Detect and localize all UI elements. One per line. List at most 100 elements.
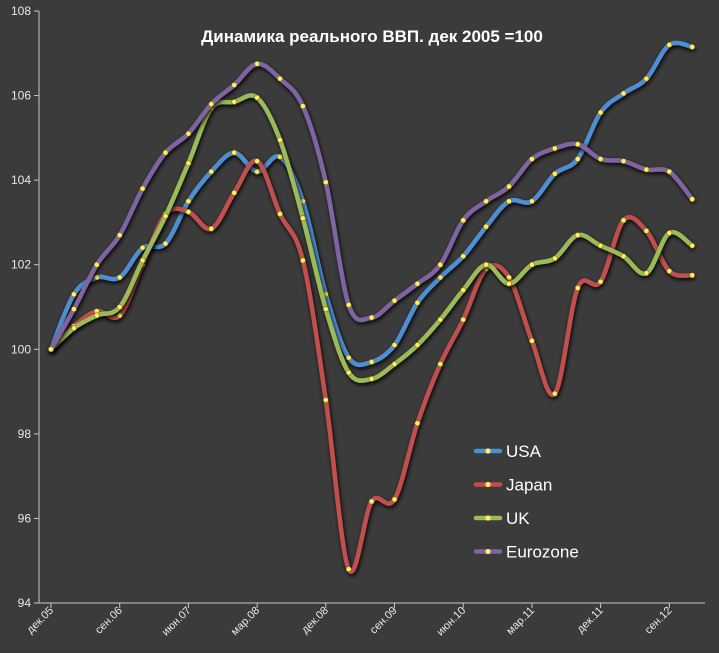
- data-point-usa: [93, 274, 100, 281]
- data-point-uk: [574, 232, 581, 239]
- data-point-eurozone: [414, 280, 421, 287]
- series-line-eurozone: [48, 61, 695, 352]
- data-point-eurozone: [139, 185, 146, 192]
- data-point-eurozone: [93, 261, 100, 268]
- data-point-usa: [231, 149, 238, 156]
- data-point-japan: [689, 272, 696, 279]
- data-point-eurozone: [620, 158, 627, 165]
- legend-label-uk: UK: [506, 509, 530, 528]
- data-point-japan: [529, 337, 535, 344]
- data-point-uk: [414, 342, 421, 348]
- data-point-usa: [689, 44, 696, 50]
- legend-label-eurozone: Eurozone: [506, 543, 579, 562]
- chart-title: Динамика реального ВВП. дек 2005 =100: [201, 27, 543, 46]
- y-tick-label: 96: [18, 511, 32, 525]
- data-point-usa: [368, 359, 375, 365]
- data-point-japan: [414, 420, 421, 427]
- data-point-uk: [437, 316, 444, 323]
- data-point-eurozone: [574, 141, 581, 148]
- data-point-eurozone: [368, 314, 375, 321]
- data-point-uk: [277, 137, 283, 143]
- data-point-eurozone: [437, 261, 444, 268]
- data-point-uk: [666, 230, 673, 236]
- data-point-uk: [506, 280, 512, 287]
- data-point-eurozone: [391, 297, 398, 304]
- data-point-eurozone: [529, 156, 535, 162]
- data-point-usa: [597, 109, 604, 116]
- data-point-usa: [185, 198, 192, 205]
- series-eurozone: [48, 60, 696, 353]
- data-point-usa: [116, 274, 123, 281]
- data-point-eurozone: [666, 168, 673, 175]
- data-point-japan: [345, 566, 352, 573]
- series-layer: [48, 40, 696, 574]
- data-point-eurozone: [254, 60, 260, 67]
- legend-marker-uk: [485, 515, 491, 521]
- data-point-usa: [162, 240, 169, 247]
- data-point-usa: [208, 168, 215, 175]
- data-point-eurozone: [208, 101, 215, 107]
- data-point-eurozone: [551, 145, 558, 152]
- y-tick-label: 98: [18, 427, 32, 441]
- data-point-uk: [529, 261, 535, 268]
- x-tick-label: сен.09: [368, 605, 400, 637]
- data-point-eurozone: [322, 179, 329, 186]
- data-point-usa: [506, 198, 512, 205]
- data-point-usa: [643, 75, 650, 82]
- y-tick-label: 104: [11, 173, 31, 187]
- data-point-eurozone: [116, 232, 123, 239]
- data-point-usa: [437, 274, 444, 281]
- data-point-japan: [460, 316, 467, 323]
- data-point-eurozone: [643, 166, 650, 173]
- series-uk: [48, 93, 696, 383]
- data-point-eurozone: [597, 156, 604, 162]
- legend-item-uk: UK: [473, 509, 530, 528]
- data-point-japan: [277, 211, 283, 217]
- data-point-uk: [643, 270, 650, 277]
- data-point-usa: [666, 41, 673, 48]
- y-tick-label: 108: [11, 4, 31, 18]
- data-point-eurozone: [689, 196, 696, 203]
- data-point-uk: [93, 312, 100, 319]
- data-point-usa: [71, 291, 77, 298]
- data-point-japan: [299, 257, 306, 264]
- data-point-eurozone: [345, 301, 352, 308]
- series-japan: [48, 158, 696, 574]
- legend-label-usa: USA: [506, 442, 542, 461]
- data-point-uk: [185, 160, 192, 167]
- data-point-uk: [368, 375, 375, 382]
- data-point-eurozone: [460, 217, 467, 224]
- data-point-usa: [414, 299, 421, 306]
- data-point-japan: [322, 397, 329, 403]
- data-point-uk: [162, 213, 169, 219]
- data-point-uk: [254, 94, 260, 101]
- x-tick-label: мар.08: [229, 605, 262, 638]
- data-point-uk: [620, 253, 627, 260]
- legend-marker-usa: [485, 448, 491, 454]
- data-point-eurozone: [506, 183, 512, 190]
- data-point-uk: [597, 242, 604, 249]
- data-point-eurozone: [231, 82, 238, 88]
- data-point-usa: [254, 168, 260, 175]
- y-tick-label: 102: [11, 258, 31, 272]
- data-point-japan: [231, 189, 238, 196]
- data-point-uk: [460, 287, 467, 293]
- data-point-eurozone: [277, 75, 283, 82]
- data-point-japan: [185, 208, 192, 215]
- legend-item-usa: USA: [473, 442, 542, 461]
- data-point-usa: [277, 153, 283, 160]
- series-line-uk: [48, 93, 695, 383]
- data-point-japan: [208, 225, 215, 232]
- data-point-usa: [551, 170, 558, 177]
- data-point-japan: [597, 278, 604, 285]
- data-point-uk: [345, 369, 352, 376]
- data-point-uk: [689, 242, 696, 249]
- x-tick-label: дек.08: [299, 605, 331, 637]
- legend-label-japan: Japan: [506, 476, 552, 495]
- data-point-japan: [391, 496, 398, 503]
- data-point-japan: [666, 268, 673, 274]
- x-tick-label: сен.06: [93, 605, 125, 637]
- data-point-uk: [231, 99, 238, 105]
- data-point-japan: [116, 312, 123, 319]
